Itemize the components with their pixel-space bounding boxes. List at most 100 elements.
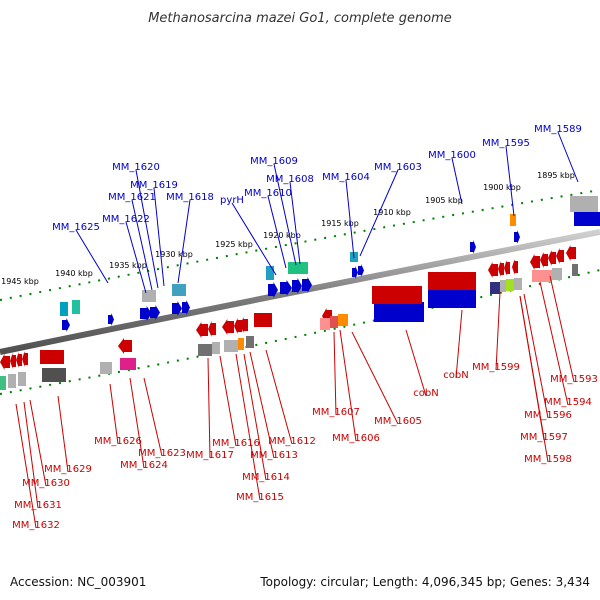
reverse-gene-arrow [16,352,22,368]
label-leader-line [57,395,69,473]
label-leader-line [125,221,147,294]
label-leader-line [29,399,47,487]
kbp-tick-label: 1935 kbp [109,261,147,270]
label-leader-line [505,145,515,217]
label-leader-line [265,349,293,445]
gene-label: MM_1626 [94,436,142,447]
gene-label: MM_1604 [322,172,370,183]
label-leader-line [455,309,463,379]
feature-box [18,372,26,386]
gene-label: MM_1629 [44,464,92,475]
kbp-tick-label: 1930 kbp [155,250,193,259]
feature-box [60,302,68,316]
gene-label: MM_1630 [22,478,70,489]
feature-box [238,338,244,350]
feature-box [100,362,112,374]
label-leader-line [557,131,579,183]
feature-box [514,278,522,290]
reverse-gene-arrow [10,353,16,369]
reverse-gene-arrow [540,252,548,268]
feature-box [320,318,330,330]
gene-label: MM_1612 [268,436,316,447]
kbp-tick-label: 1900 kbp [483,183,521,192]
gene-label: MM_1620 [112,162,160,173]
reverse-gene-arrow [530,254,540,270]
forward-gene-arrow [358,264,364,277]
gene-label: MM_1606 [332,433,380,444]
reverse-gene-block [372,286,422,304]
forward-gene-arrow [352,266,358,279]
forward-gene-arrow [292,278,302,294]
label-leader-line [75,229,109,284]
gene-label: pyrH [220,195,244,206]
feature-box [198,344,212,356]
reverse-gene-arrow [22,351,28,367]
reverse-gene-arrow [566,245,576,261]
reverse-gene-arrow [556,248,564,264]
forward-gene-arrow [62,318,70,332]
label-leader-line [177,199,191,284]
feature-box [288,262,308,274]
gene-label: MM_1625 [52,222,100,233]
feature-box [246,336,254,348]
gene-label: MM_1598 [524,454,572,465]
reverse-gene-arrow [548,250,556,266]
forward-gene-arrow [470,240,476,254]
feature-box [72,300,80,314]
feature-box [224,340,238,352]
feature-box [266,266,274,280]
label-leader-line [219,355,237,447]
gene-label: MM_1608 [266,174,314,185]
label-leader-line [451,157,463,205]
label-leader-line [359,169,399,257]
label-leader-line [339,329,357,442]
gene-label: MM_1599 [472,362,520,373]
label-leader-line [549,275,575,383]
feature-box [572,264,578,276]
feature-box [172,284,186,296]
reverse-gene-arrow [234,318,242,334]
forward-gene-arrow [172,301,182,316]
gene-label: MM_1619 [130,180,178,191]
reverse-gene-arrow [488,262,498,278]
label-leader-line [539,281,569,406]
feature-box [212,342,220,354]
feature-box [570,196,598,212]
gene-label: cobN [413,388,438,399]
feature-box [506,279,514,291]
reverse-gene-block [254,313,272,327]
gene-label: MM_1624 [120,460,168,471]
label-leader-line [249,351,275,459]
accession-text: Accession: NC_003901 [10,575,146,589]
feature-box [552,268,562,280]
label-leader-line [345,179,355,259]
genome-summary-text: Topology: circular; Length: 4,096,345 bp… [259,575,590,589]
label-leader-line [109,383,119,445]
feature-box [0,376,6,390]
reverse-gene-arrow [196,322,208,338]
label-leader-line [405,329,427,397]
gene-label: MM_1597 [520,432,568,443]
reverse-gene-block [40,350,64,364]
forward-gene-arrow [302,277,312,293]
feature-box [500,280,506,292]
kbp-tick-label: 1925 kbp [215,240,253,249]
feature-box [490,282,500,294]
reverse-gene-block [428,272,476,290]
gene-label: MM_1607 [312,407,360,418]
genome-axis [0,229,600,355]
reverse-gene-arrow [512,259,518,275]
gene-label: MM_1594 [544,397,592,408]
kbp-tick-label: 1945 kbp [1,277,39,286]
label-leader-line [289,181,301,265]
kbp-tick-label: 1920 kbp [263,231,301,240]
forward-gene-block [574,212,600,226]
gene-label: MM_1631 [14,500,62,511]
gene-label: MM_1600 [428,150,476,161]
gene-label: MM_1622 [102,214,150,225]
feature-box [330,316,338,328]
gene-label: MM_1614 [242,472,290,483]
gene-label: MM_1613 [250,450,298,461]
